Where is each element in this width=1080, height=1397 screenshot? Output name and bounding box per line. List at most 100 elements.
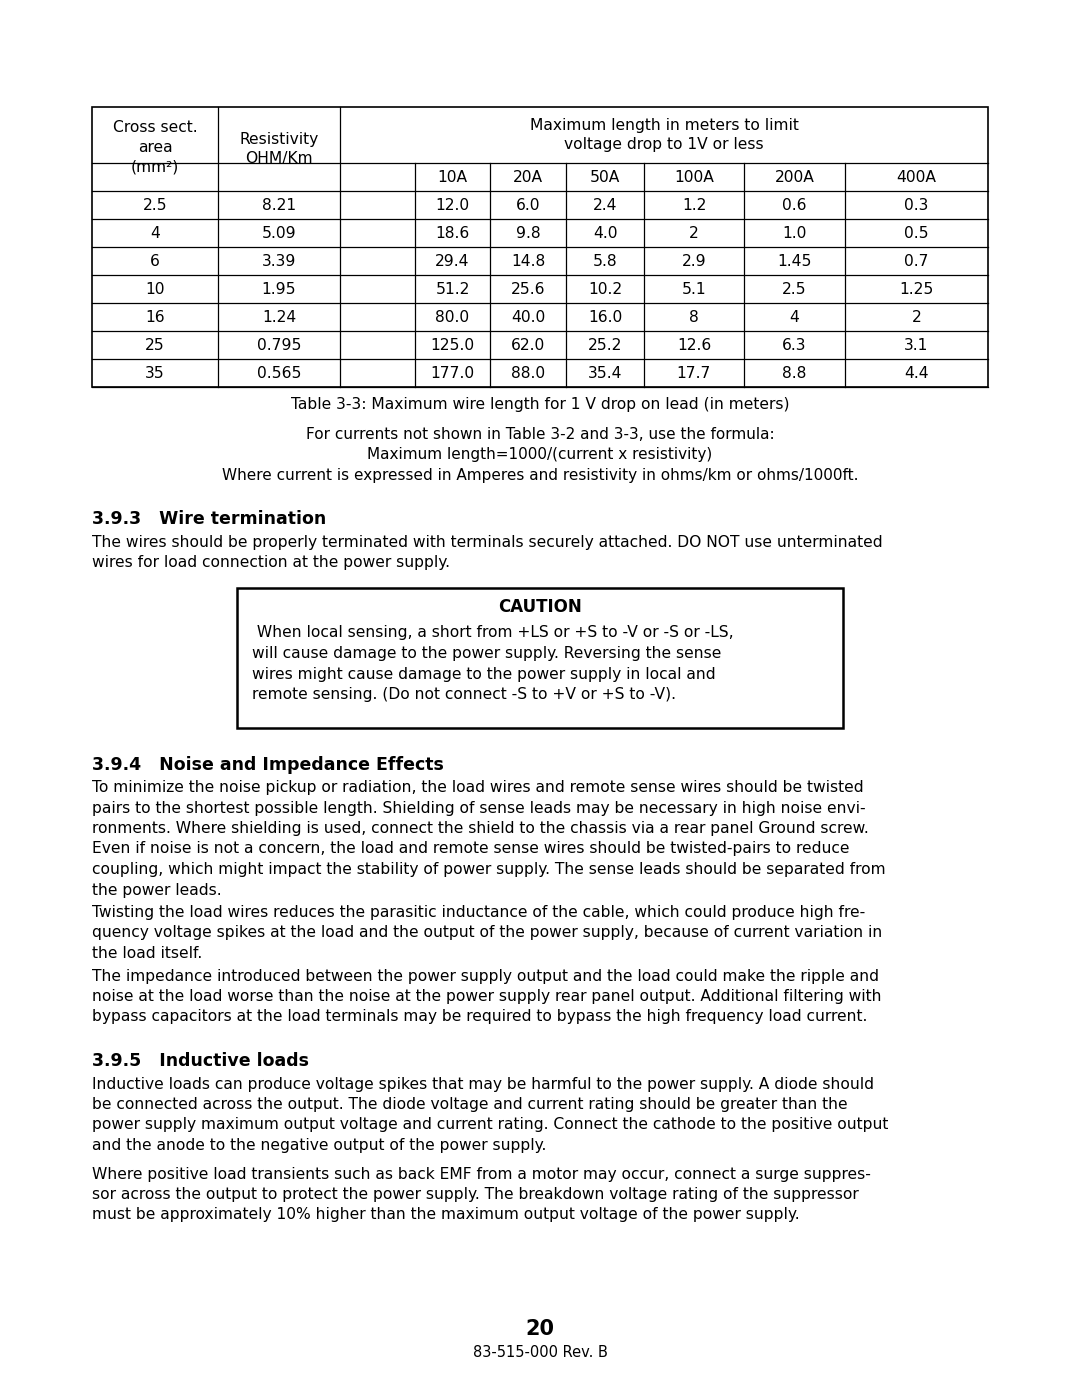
Text: the power leads.: the power leads. [92,883,221,897]
Text: 0.795: 0.795 [257,338,301,352]
Text: 1.95: 1.95 [261,282,296,296]
Text: 2.5: 2.5 [782,282,807,296]
Text: 100A: 100A [674,169,714,184]
Text: 0.6: 0.6 [782,197,807,212]
Text: 50A: 50A [590,169,620,184]
Text: Maximum length=1000/(current x resistivity): Maximum length=1000/(current x resistivi… [367,447,713,462]
Text: 1.0: 1.0 [782,225,807,240]
Text: 25: 25 [145,338,165,352]
Text: 80.0: 80.0 [435,310,470,324]
Text: 3.9.5   Inductive loads: 3.9.5 Inductive loads [92,1052,309,1070]
Text: bypass capacitors at the load terminals may be required to bypass the high frequ: bypass capacitors at the load terminals … [92,1010,867,1024]
Text: When local sensing, a short from +LS or +S to -V or -S or -LS,: When local sensing, a short from +LS or … [252,626,733,640]
Text: 35.4: 35.4 [588,366,622,380]
Text: 2.4: 2.4 [593,197,618,212]
Text: 5.8: 5.8 [593,253,618,268]
Text: 3.39: 3.39 [261,253,296,268]
Text: pairs to the shortest possible length. Shielding of sense leads may be necessary: pairs to the shortest possible length. S… [92,800,866,816]
Text: 5.09: 5.09 [261,225,296,240]
Text: 6.3: 6.3 [782,338,807,352]
Text: Even if noise is not a concern, the load and remote sense wires should be twiste: Even if noise is not a concern, the load… [92,841,850,856]
Text: 125.0: 125.0 [431,338,474,352]
Text: 4.4: 4.4 [904,366,929,380]
Text: 16.0: 16.0 [588,310,622,324]
Text: will cause damage to the power supply. Reversing the sense: will cause damage to the power supply. R… [252,645,721,661]
Text: 14.8: 14.8 [511,253,545,268]
Text: 35: 35 [145,366,165,380]
Text: 400A: 400A [896,169,936,184]
Text: The impedance introduced between the power supply output and the load could make: The impedance introduced between the pow… [92,968,879,983]
Bar [237,588,843,728]
Text: 17.7: 17.7 [677,366,712,380]
Text: Cross sect.
area
(mm²): Cross sect. area (mm²) [112,120,198,175]
Text: Where positive load transients such as back EMF from a motor may occur, connect : Where positive load transients such as b… [92,1166,870,1182]
Text: remote sensing. (Do not connect -S to +V or +S to -V).: remote sensing. (Do not connect -S to +V… [252,687,676,703]
Text: Where current is expressed in Amperes and resistivity in ohms/km or ohms/1000ft.: Where current is expressed in Amperes an… [221,468,859,483]
Text: wires might cause damage to the power supply in local and: wires might cause damage to the power su… [252,666,716,682]
Text: 25.6: 25.6 [511,282,545,296]
Bar [92,108,988,387]
Text: 3.9.3   Wire termination: 3.9.3 Wire termination [92,510,326,528]
Text: 16: 16 [145,310,165,324]
Text: 2.5: 2.5 [143,197,167,212]
Text: To minimize the noise pickup or radiation, the load wires and remote sense wires: To minimize the noise pickup or radiatio… [92,780,864,795]
Text: 40.0: 40.0 [511,310,545,324]
Text: 0.7: 0.7 [904,253,929,268]
Text: 2: 2 [689,225,699,240]
Text: power supply maximum output voltage and current rating. Connect the cathode to t: power supply maximum output voltage and … [92,1118,889,1133]
Text: quency voltage spikes at the load and the output of the power supply, because of: quency voltage spikes at the load and th… [92,925,882,940]
Text: 20A: 20A [513,169,543,184]
Text: 3.9.4   Noise and Impedance Effects: 3.9.4 Noise and Impedance Effects [92,756,444,774]
Text: 12.0: 12.0 [435,197,470,212]
Text: 8: 8 [689,310,699,324]
Text: 12.6: 12.6 [677,338,711,352]
Text: 200A: 200A [774,169,814,184]
Text: Twisting the load wires reduces the parasitic inductance of the cable, which cou: Twisting the load wires reduces the para… [92,905,865,921]
Text: be connected across the output. The diode voltage and current rating should be g: be connected across the output. The diod… [92,1097,848,1112]
Text: 1.2: 1.2 [681,197,706,212]
Text: 88.0: 88.0 [511,366,545,380]
Text: 0.565: 0.565 [257,366,301,380]
Text: 9.8: 9.8 [515,225,540,240]
Text: 18.6: 18.6 [435,225,470,240]
Text: ronments. Where shielding is used, connect the shield to the chassis via a rear : ronments. Where shielding is used, conne… [92,821,868,835]
Text: 177.0: 177.0 [431,366,474,380]
Text: For currents not shown in Table 3-2 and 3-3, use the formula:: For currents not shown in Table 3-2 and … [306,427,774,441]
Text: 5.1: 5.1 [681,282,706,296]
Text: 25.2: 25.2 [588,338,622,352]
Text: 51.2: 51.2 [435,282,470,296]
Text: the load itself.: the load itself. [92,946,202,961]
Text: 6.0: 6.0 [516,197,540,212]
Text: 6: 6 [150,253,160,268]
Text: must be approximately 10% higher than the maximum output voltage of the power su: must be approximately 10% higher than th… [92,1207,799,1222]
Text: 10A: 10A [437,169,468,184]
Text: noise at the load worse than the noise at the power supply rear panel output. Ad: noise at the load worse than the noise a… [92,989,881,1004]
Text: 10: 10 [145,282,165,296]
Text: 10.2: 10.2 [588,282,622,296]
Text: 4: 4 [150,225,160,240]
Text: Table 3-3: Maximum wire length for 1 V drop on lead (in meters): Table 3-3: Maximum wire length for 1 V d… [291,397,789,412]
Text: 3.1: 3.1 [904,338,929,352]
Text: 8.21: 8.21 [262,197,296,212]
Text: Resistivity
OHM/Km: Resistivity OHM/Km [240,131,319,166]
Text: Maximum length in meters to limit
voltage drop to 1V or less: Maximum length in meters to limit voltag… [529,117,798,152]
Text: 2.9: 2.9 [681,253,706,268]
Text: CAUTION: CAUTION [498,598,582,616]
Text: wires for load connection at the power supply.: wires for load connection at the power s… [92,556,450,570]
Text: 8.8: 8.8 [782,366,807,380]
Text: The wires should be properly terminated with terminals securely attached. DO NOT: The wires should be properly terminated … [92,535,882,550]
Text: 62.0: 62.0 [511,338,545,352]
Text: 29.4: 29.4 [435,253,470,268]
Text: 4: 4 [789,310,799,324]
Text: and the anode to the negative output of the power supply.: and the anode to the negative output of … [92,1139,546,1153]
Text: 0.3: 0.3 [904,197,929,212]
Text: 4.0: 4.0 [593,225,618,240]
Text: 20: 20 [526,1319,554,1338]
Text: coupling, which might impact the stability of power supply. The sense leads shou: coupling, which might impact the stabili… [92,862,886,877]
Text: 83-515-000 Rev. B: 83-515-000 Rev. B [473,1345,607,1361]
Text: 0.5: 0.5 [904,225,929,240]
Text: 2: 2 [912,310,921,324]
Text: 1.45: 1.45 [778,253,812,268]
Text: sor across the output to protect the power supply. The breakdown voltage rating : sor across the output to protect the pow… [92,1187,859,1201]
Text: 1.24: 1.24 [261,310,296,324]
